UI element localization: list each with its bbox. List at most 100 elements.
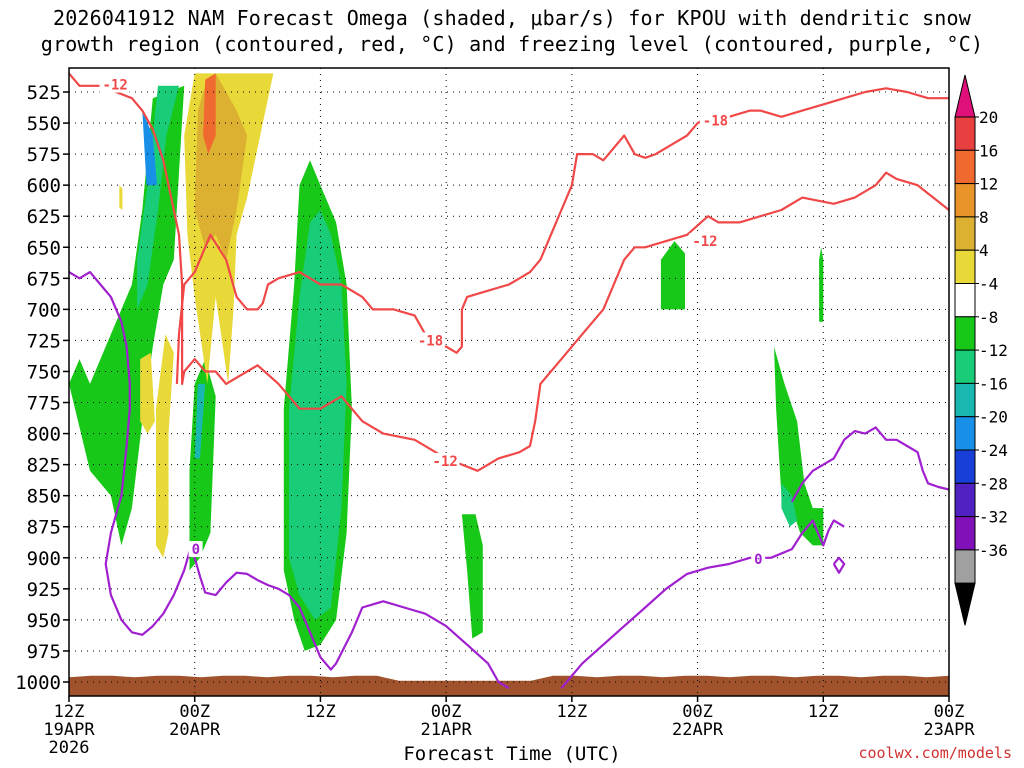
- colorbar-swatch-11: [954, 482, 976, 518]
- temperature-contour-label-bg-0: [99, 76, 130, 93]
- colorbar-swatch-5: [954, 283, 976, 318]
- omega-region-11: [819, 247, 824, 322]
- temperature-contour-label-bg-1: [699, 112, 730, 129]
- colorbar-label--36: -36: [979, 541, 1008, 560]
- x-tick-label-48-1: 12Z: [556, 702, 587, 722]
- colorbar-swatch-3: [954, 216, 976, 251]
- y-tick-label-850: 850: [27, 486, 61, 508]
- colorbar-label--28: -28: [979, 474, 1008, 493]
- omega-region-4: [194, 383, 206, 459]
- ground-terrain: [69, 675, 949, 696]
- y-tick-label-575: 575: [27, 144, 61, 166]
- chart-title-line1: 2026041912 NAM Forecast Omega (shaded, μ…: [52, 6, 972, 30]
- x-tick-label-0-1: 12Z: [54, 702, 85, 722]
- colorbar-label--12: -12: [979, 341, 1008, 360]
- omega-region-10: [781, 483, 798, 527]
- x-tick-label-24-1: 12Z: [305, 702, 336, 722]
- y-tick-label-825: 825: [27, 455, 61, 477]
- colorbar-swatch-10: [954, 449, 976, 484]
- x-tick-label-84-1: 00Z: [934, 702, 965, 722]
- y-tick-label-675: 675: [27, 268, 61, 290]
- temperature-contour-label-extra-0-bg: [429, 452, 460, 469]
- freezing-level-contour-2: [790, 426, 949, 503]
- x-tick-label-60-1: 00Z: [682, 702, 713, 722]
- omega-region-6: [289, 210, 347, 620]
- x-tick-label-12-2: 20APR: [169, 720, 221, 740]
- x-axis-title: Forecast Time (UTC): [403, 743, 621, 765]
- y-tick-label-700: 700: [27, 299, 61, 321]
- colorbar-swatch-6: [954, 316, 976, 351]
- colorbar-swatch-9: [954, 416, 976, 451]
- freezing-level-contour-0: [69, 271, 510, 690]
- omega-region-7: [461, 514, 483, 639]
- colorbar-swatch-4: [954, 249, 976, 284]
- colorbar-top-arrow: [954, 74, 976, 118]
- colorbar-label--24: -24: [979, 441, 1008, 460]
- temperature-contour-0: [69, 72, 949, 472]
- omega-region-3: [189, 359, 216, 571]
- colorbar-swatch-12: [954, 516, 976, 551]
- temperature-contour-label-1: -18: [703, 114, 728, 130]
- colorbar-swatch-1: [954, 149, 976, 185]
- colorbar-label-4: 4: [979, 241, 989, 260]
- colorbar-label-12: 12: [979, 175, 998, 194]
- y-tick-label-1000: 1000: [15, 672, 61, 694]
- colorbar-label--32: -32: [979, 508, 1008, 527]
- x-tick-label-0-3: 2026: [49, 738, 90, 758]
- omega-region-12: [140, 352, 155, 434]
- colorbar-swatch-2: [954, 183, 976, 218]
- y-tick-label-775: 775: [27, 393, 61, 415]
- colorbar-swatch-7: [954, 349, 976, 384]
- omega-region-13: [156, 334, 174, 558]
- y-tick-label-625: 625: [27, 206, 61, 228]
- freezing-level-contour-1: [560, 519, 845, 689]
- x-tick-label-0-2: 19APR: [43, 720, 95, 740]
- freezing-level-contour-label-bg-1: [751, 551, 766, 568]
- chart-title-line2: growth region (contoured, red, °C) and f…: [40, 32, 984, 56]
- colorbar-label-8: 8: [979, 208, 989, 227]
- temperature-contour-label-0: -12: [103, 78, 128, 94]
- freezing-level-contour-label-bg-0: [188, 541, 203, 558]
- omega-region-8: [660, 241, 685, 310]
- y-tick-label-550: 550: [27, 113, 61, 135]
- temperature-contour-label-extra-1-bg: [689, 233, 720, 250]
- temperature-contour-label-extra-2-bg: [414, 332, 445, 349]
- y-tick-label-925: 925: [27, 579, 61, 601]
- y-tick-label-525: 525: [27, 82, 61, 104]
- y-tick-label-975: 975: [27, 641, 61, 663]
- colorbar-swatch-0: [954, 116, 976, 151]
- x-tick-label-36-2: 21APR: [421, 720, 473, 740]
- freezing-level-contour-3: [832, 556, 846, 574]
- colorbar-label--8: -8: [979, 308, 998, 327]
- x-tick-label-60-2: 22APR: [672, 720, 724, 740]
- colorbar-bottom-arrow: [954, 582, 976, 626]
- temperature-contour-1: [175, 87, 949, 384]
- temperature-contour-label-extra-1: -12: [692, 234, 717, 250]
- x-tick-label-84-2: 23APR: [923, 720, 975, 740]
- colorbar-label-16: 16: [979, 141, 998, 160]
- freezing-level-contour-label-0: 0: [192, 542, 200, 558]
- colorbar-label-20: 20: [979, 108, 998, 127]
- y-tick-label-750: 750: [27, 361, 61, 383]
- omega-region-2: [142, 110, 157, 186]
- credit-link[interactable]: coolwx.com/models: [858, 744, 1012, 762]
- y-tick-label-650: 650: [27, 237, 61, 259]
- temperature-contour-label-extra-0: -12: [433, 454, 458, 470]
- y-tick-label-800: 800: [27, 424, 61, 446]
- x-tick-label-36-1: 00Z: [431, 702, 462, 722]
- plot-frame: [68, 67, 950, 697]
- omega-region-1: [137, 85, 179, 310]
- colorbar-label--4: -4: [979, 275, 998, 294]
- colorbar-label--16: -16: [979, 374, 1008, 393]
- colorbar-label--20: -20: [979, 408, 1008, 427]
- y-tick-label-600: 600: [27, 175, 61, 197]
- colorbar-swatch-8: [954, 382, 976, 418]
- y-tick-label-875: 875: [27, 517, 61, 539]
- colorbar-swatch-13: [954, 549, 976, 584]
- x-tick-label-12-1: 00Z: [179, 702, 210, 722]
- omega-region-16: [203, 73, 216, 155]
- y-tick-label-950: 950: [27, 610, 61, 632]
- y-tick-label-900: 900: [27, 548, 61, 570]
- x-tick-label-72-1: 12Z: [808, 702, 839, 722]
